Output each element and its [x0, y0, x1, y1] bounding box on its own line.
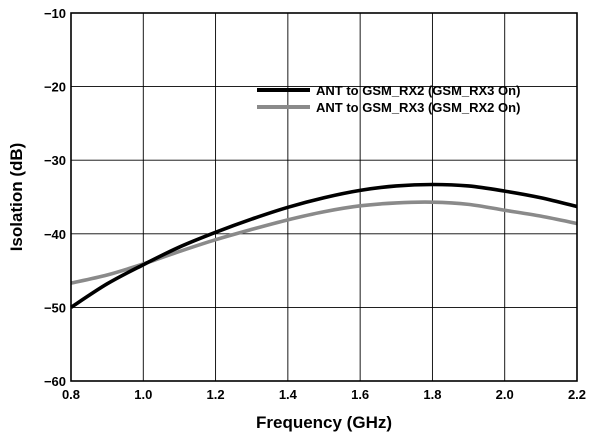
- y-tick-label: −60: [44, 374, 66, 389]
- y-tick-label: −30: [44, 153, 66, 168]
- y-tick-label: −10: [44, 6, 66, 21]
- series-line-1: [70, 182, 578, 309]
- x-axis-label: Frequency (GHz): [256, 413, 392, 432]
- x-tick-labels: 0.8 1.0 1.2 1.4 1.6 1.8 2.0 2.2: [62, 387, 586, 402]
- grid: [71, 13, 577, 381]
- legend-label-1: ANT to GSM_RX2 (GSM_RX3 On): [316, 83, 520, 98]
- series-lines: [70, 182, 578, 309]
- y-axis-label: Isolation (dB): [7, 143, 26, 252]
- x-tick-label: 2.0: [496, 387, 514, 402]
- x-tick-label: 0.8: [62, 387, 80, 402]
- y-tick-label: −50: [44, 300, 66, 315]
- x-tick-label: 1.2: [207, 387, 225, 402]
- x-tick-label: 1.4: [279, 387, 298, 402]
- x-tick-label: 1.6: [351, 387, 369, 402]
- x-tick-label: 1.8: [423, 387, 441, 402]
- legend: ANT to GSM_RX2 (GSM_RX3 On) ANT to GSM_RX…: [257, 83, 520, 115]
- x-tick-label: 2.2: [568, 387, 586, 402]
- x-tick-label: 1.0: [134, 387, 152, 402]
- plot-frame: [70, 12, 578, 382]
- y-tick-labels: −10 −20 −30 −40 −50 −60: [44, 6, 66, 389]
- series-line-2: [70, 200, 578, 285]
- legend-label-2: ANT to GSM_RX3 (GSM_RX2 On): [316, 100, 520, 115]
- y-tick-label: −40: [44, 227, 66, 242]
- y-tick-label: −20: [44, 80, 66, 95]
